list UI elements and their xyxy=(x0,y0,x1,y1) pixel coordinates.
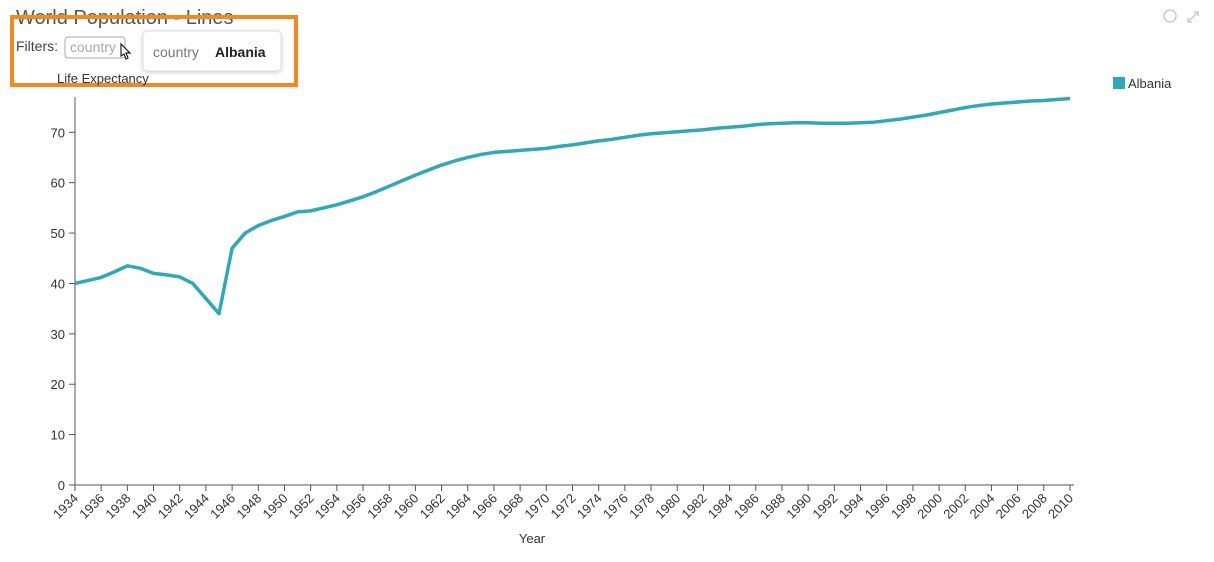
x-tick-label: 1950 xyxy=(260,491,291,522)
y-tick-label: 0 xyxy=(58,478,65,493)
x-tick-label: 1996 xyxy=(862,491,893,522)
x-tick-label: 1976 xyxy=(600,491,631,522)
x-tick-label: 1952 xyxy=(286,491,317,522)
x-tick-label: 2010 xyxy=(1045,491,1076,522)
x-tick-label: 2002 xyxy=(940,491,971,522)
x-tick-label: 1960 xyxy=(390,491,421,522)
tooltip xyxy=(142,30,282,72)
y-tick-label: 40 xyxy=(51,276,65,291)
x-tick-label: 1992 xyxy=(809,491,840,522)
x-tick-label: 1938 xyxy=(102,491,133,522)
x-tick-label: 1984 xyxy=(705,491,736,522)
x-tick-label: 1994 xyxy=(836,491,867,522)
x-tick-label: 1988 xyxy=(757,491,788,522)
x-tick-label: 1956 xyxy=(338,491,369,522)
x-tick-label: 1962 xyxy=(417,491,448,522)
y-tick-label: 60 xyxy=(51,176,65,191)
download-icon[interactable] xyxy=(1163,9,1177,23)
x-axis-label: Year xyxy=(519,531,546,546)
x-tick-label: 1944 xyxy=(181,491,212,522)
x-tick-label: 1978 xyxy=(626,491,657,522)
y-tick-label: 70 xyxy=(51,125,65,140)
cursor xyxy=(120,42,132,60)
legend-swatch xyxy=(1113,77,1125,89)
x-tick-label: 1954 xyxy=(312,491,343,522)
x-tick-label: 1958 xyxy=(364,491,395,522)
x-tick-label: 1998 xyxy=(888,491,919,522)
x-tick-label: 2004 xyxy=(967,491,998,522)
x-tick-label: 1990 xyxy=(783,491,814,522)
x-tick-label: 1970 xyxy=(521,491,552,522)
y-tick-label: 50 xyxy=(51,226,65,241)
x-tick-label: 1946 xyxy=(207,491,238,522)
filters-label: Filters: xyxy=(16,38,58,54)
y-axis-label: Life Expectancy xyxy=(57,71,149,86)
x-tick-label: 1964 xyxy=(443,491,474,522)
x-tick-label: 1972 xyxy=(548,491,579,522)
filter-placeholder: country xyxy=(70,39,116,55)
x-tick-label: 1940 xyxy=(129,491,160,522)
y-tick-label: 30 xyxy=(51,327,65,342)
expand-icon[interactable] xyxy=(1187,11,1199,23)
line xyxy=(74,96,1071,316)
tooltip-key: country xyxy=(153,44,199,60)
tooltip-value: Albania xyxy=(215,44,266,60)
x-tick-label: 1974 xyxy=(574,491,605,522)
x-tick-label: 2000 xyxy=(914,491,945,522)
x-tick-label: 1942 xyxy=(155,491,186,522)
highlight-box xyxy=(10,15,298,87)
x-tick-label: 2006 xyxy=(993,491,1024,522)
x-tick-label: 1936 xyxy=(76,491,107,522)
x-tick-label: 1934 xyxy=(50,491,81,522)
legend-label: Albania xyxy=(1128,76,1172,91)
x-tick-label: 1968 xyxy=(495,491,526,522)
x-tick-label: 1980 xyxy=(652,491,683,522)
x-tick-label: 1986 xyxy=(731,491,762,522)
x-tick-label: 1948 xyxy=(233,491,264,522)
x-tick-label: 1966 xyxy=(469,491,500,522)
y-tick-label: 10 xyxy=(51,428,65,443)
y-tick-label: 20 xyxy=(51,377,65,392)
x-tick-label: 1982 xyxy=(678,491,709,522)
x-tick-label: 2008 xyxy=(1019,491,1050,522)
